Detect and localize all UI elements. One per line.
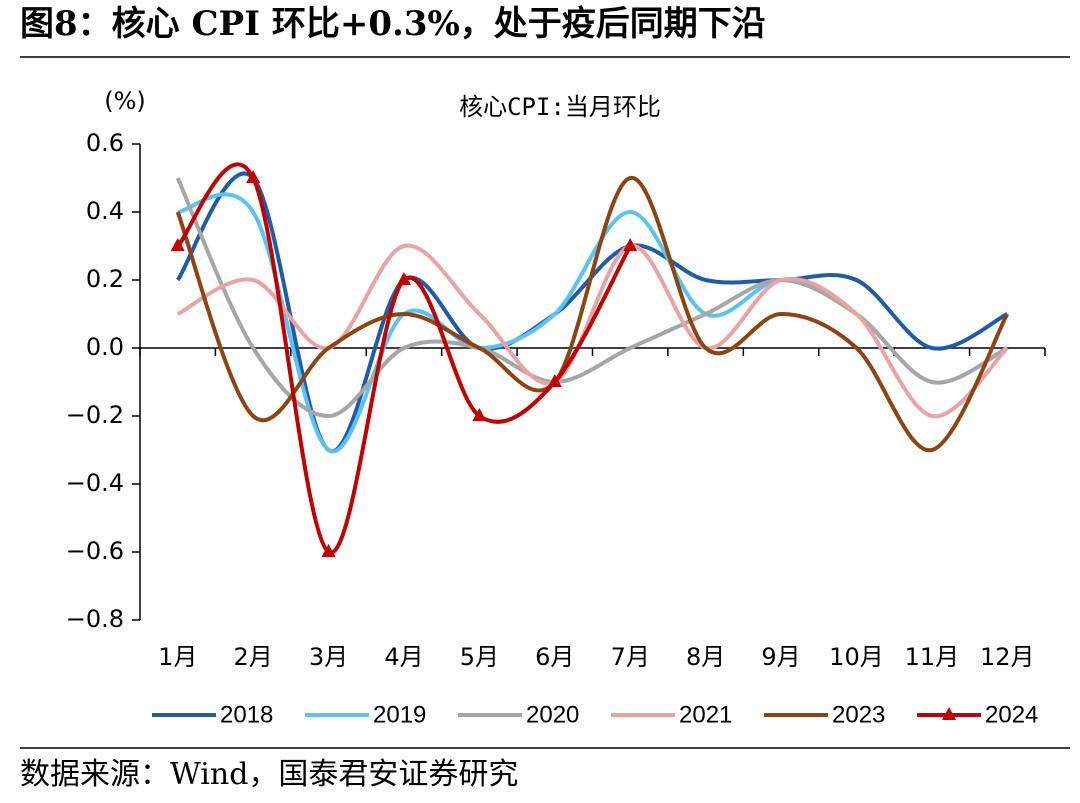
y-tick-label: 0.2: [86, 265, 124, 293]
x-tick-label: 11月: [905, 643, 960, 671]
source: 数据来源：Wind，国泰君安证券研究: [20, 757, 518, 792]
y-tick-label: −0.2: [66, 401, 124, 429]
marker: [623, 238, 638, 251]
x-tick-label: 9月: [761, 643, 800, 671]
legend-label: 2021: [679, 701, 732, 728]
legend-marker: [942, 707, 956, 720]
y-tick-label: 0.0: [86, 333, 124, 361]
marker: [246, 170, 261, 183]
legend-label: 2019: [373, 701, 426, 728]
y-tick-label: 0.4: [86, 197, 124, 225]
x-tick-label: 4月: [384, 643, 423, 671]
x-tick-label: 10月: [829, 643, 884, 671]
x-tick-label: 7月: [611, 643, 650, 671]
page-title: 图8：核心 CPI 环比+0.3%，处于疫后同期下沿: [20, 4, 766, 44]
x-tick-label: 1月: [158, 643, 197, 671]
y-unit: (%): [104, 87, 146, 115]
x-tick-label: 3月: [309, 643, 348, 671]
x-tick-label: 5月: [460, 643, 499, 671]
y-tick-label: −0.8: [66, 605, 124, 633]
marker: [396, 272, 411, 285]
marker: [472, 408, 487, 421]
marker: [321, 544, 336, 557]
series-line: [176, 162, 632, 555]
x-tick-label: 12月: [980, 643, 1035, 671]
y-tick-label: −0.6: [66, 537, 124, 565]
y-tick-label: 0.6: [86, 129, 124, 157]
y-tick-label: −0.4: [66, 469, 124, 497]
legend-label: 2023: [832, 701, 885, 728]
legend-label: 2020: [526, 701, 579, 728]
legend-label: 2018: [220, 701, 273, 728]
marker: [547, 374, 562, 387]
series-line: [175, 176, 1010, 453]
x-tick-label: 2月: [233, 643, 272, 671]
x-tick-label: 6月: [535, 643, 574, 671]
legend-label: 2024: [985, 701, 1038, 728]
marker: [170, 238, 185, 251]
chart-title: 核心CPI:当月环比: [459, 93, 661, 121]
x-tick-label: 8月: [686, 643, 725, 671]
